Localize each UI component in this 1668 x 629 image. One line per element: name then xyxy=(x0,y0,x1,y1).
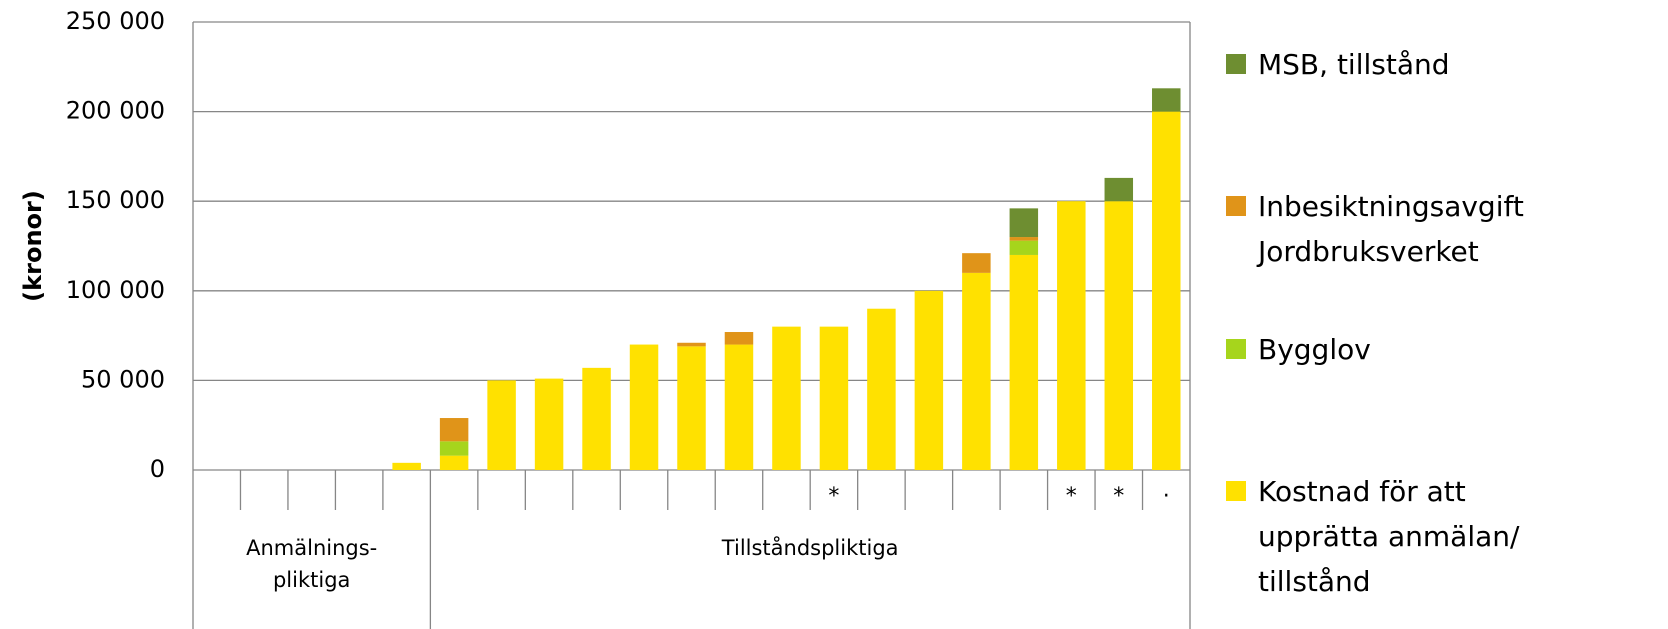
bar-segment xyxy=(1057,201,1086,470)
bar-segment xyxy=(439,441,469,456)
bar-segment xyxy=(1152,88,1181,112)
group-label: Anmälnings- pliktiga xyxy=(246,536,378,592)
y-tick-label: 250 000 xyxy=(66,7,165,35)
legend-swatch xyxy=(1226,196,1246,216)
bar-segment xyxy=(914,290,944,470)
bar-segment xyxy=(629,344,659,470)
y-tick-label: 0 xyxy=(150,455,165,483)
legend-label: Inbesiktningsavgift Jordbruksverket xyxy=(1258,190,1524,268)
y-axis-label: (kronor) xyxy=(19,190,47,302)
bar-segment xyxy=(1152,111,1181,470)
bar-segment xyxy=(1104,201,1134,470)
bar-segment xyxy=(1009,254,1039,470)
x-tick-label: * xyxy=(828,484,839,509)
bar-segment xyxy=(1104,177,1134,202)
y-tick-label: 150 000 xyxy=(66,186,165,214)
bar-segment xyxy=(1009,208,1039,238)
bar-segment xyxy=(392,462,421,470)
bar-segment xyxy=(724,344,754,470)
x-tick-label: * xyxy=(1066,484,1077,509)
bar-segment xyxy=(962,272,991,470)
bar-segment xyxy=(772,326,801,470)
bar-segment xyxy=(439,455,469,470)
legend-swatch xyxy=(1226,339,1246,359)
bar-segment xyxy=(534,378,564,470)
x-tick-label: * xyxy=(1113,484,1124,509)
legend-label: Bygglov xyxy=(1258,333,1371,366)
legend-label: Kostnad för att upprätta anmälan/ tillst… xyxy=(1258,475,1520,598)
bar-segment xyxy=(582,367,611,470)
bar-segment xyxy=(819,326,849,470)
legend-swatch xyxy=(1226,481,1246,501)
bar-segment xyxy=(1009,240,1039,255)
legend-swatch xyxy=(1226,54,1246,74)
bar-segment xyxy=(487,380,516,470)
y-tick-label: 200 000 xyxy=(66,97,165,125)
bar-segment xyxy=(677,342,706,347)
bar-segment xyxy=(867,308,896,470)
y-tick-label: 50 000 xyxy=(81,365,165,393)
group-label: Tillståndspliktiga xyxy=(721,536,899,560)
legend-label: MSB, tillstånd xyxy=(1258,48,1450,81)
x-tick-label: · xyxy=(1163,484,1170,509)
bar-segment xyxy=(962,253,991,273)
bar-segment xyxy=(1009,237,1039,241)
bar-segment xyxy=(439,418,469,442)
bar-segment xyxy=(677,346,706,470)
y-tick-label: 100 000 xyxy=(66,276,165,304)
bar-segment xyxy=(724,332,754,345)
